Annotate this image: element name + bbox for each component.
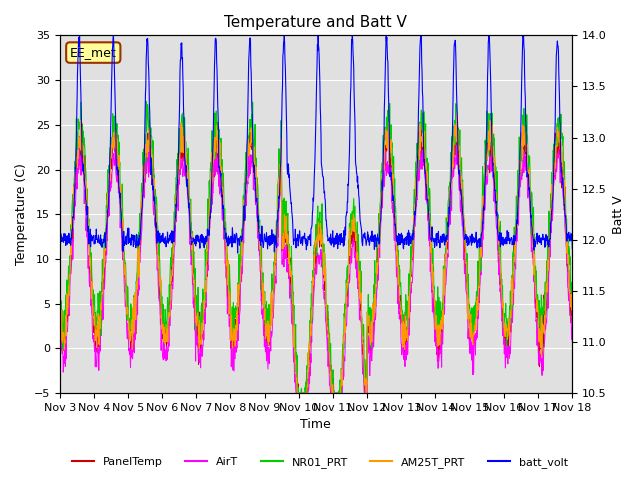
X-axis label: Time: Time [300,419,331,432]
Title: Temperature and Batt V: Temperature and Batt V [225,15,407,30]
Y-axis label: Batt V: Batt V [612,195,625,234]
Legend: PanelTemp, AirT, NR01_PRT, AM25T_PRT, batt_volt: PanelTemp, AirT, NR01_PRT, AM25T_PRT, ba… [68,452,572,472]
Y-axis label: Temperature (C): Temperature (C) [15,163,28,265]
Text: EE_met: EE_met [70,46,116,59]
